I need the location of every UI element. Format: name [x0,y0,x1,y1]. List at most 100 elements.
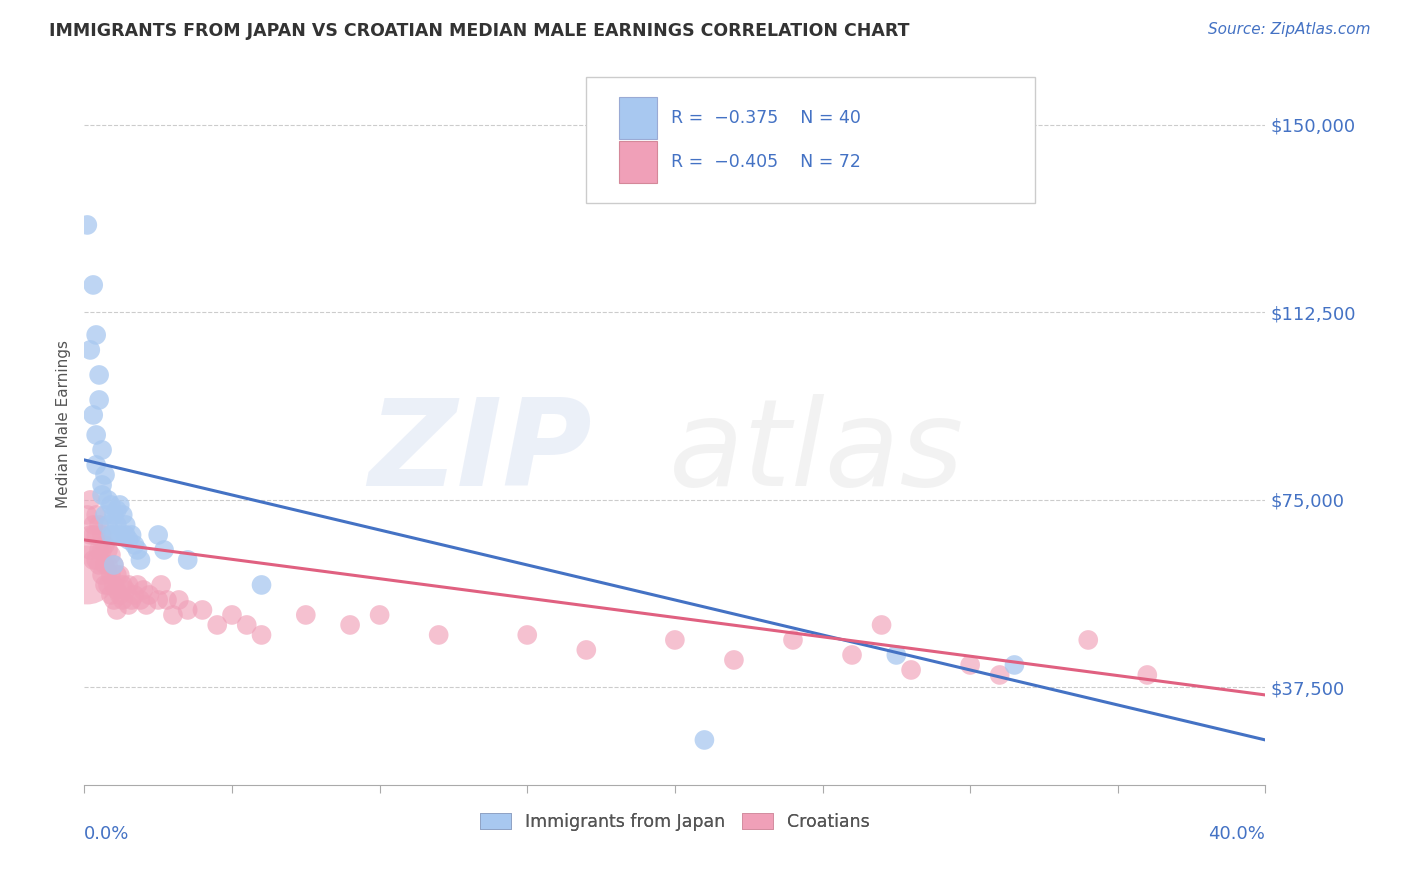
Point [129,553,152,567]
Point [575,643,598,657]
Point [87,392,111,407]
Point [97,558,120,572]
Point [76,568,98,582]
Point [988,668,1011,682]
Point [150,578,173,592]
Point [250,628,273,642]
Point [105,518,128,533]
Point [82,277,104,292]
Point [84,458,107,472]
Point [82,408,104,422]
Point [108,568,131,582]
Point [79,543,101,558]
Point [1004,657,1026,672]
Point [103,578,125,592]
Point [84,428,107,442]
Point [886,648,908,662]
Point [79,528,101,542]
Point [105,603,128,617]
FancyBboxPatch shape [620,97,657,139]
Point [91,568,114,582]
Point [103,528,125,542]
Point [100,588,122,602]
Point [87,518,111,533]
Point [693,733,716,747]
Point [100,568,122,582]
Point [84,508,107,522]
Point [87,368,111,382]
Point [111,578,134,592]
Point [91,442,114,457]
Point [114,528,136,542]
Point [91,543,114,558]
Point [516,628,538,642]
Point [138,588,160,602]
Point [105,582,128,597]
Point [124,538,146,552]
Point [100,528,122,542]
Point [105,568,128,582]
Point [105,503,128,517]
Point [870,618,893,632]
Point [94,558,117,572]
Point [127,543,149,558]
Point [79,492,101,507]
Point [91,488,114,502]
Point [339,618,361,632]
Point [82,553,104,567]
Point [103,593,125,607]
Point [841,648,863,662]
Point [87,543,111,558]
Text: R =  −0.375    N = 40: R = −0.375 N = 40 [671,109,862,127]
Point [108,528,131,542]
Legend: Immigrants from Japan, Croatians: Immigrants from Japan, Croatians [472,805,877,838]
Text: atlas: atlas [669,394,965,511]
Point [156,593,179,607]
Point [91,528,114,542]
Point [723,653,745,667]
Point [108,588,131,602]
Point [84,328,107,343]
Point [94,467,117,482]
Point [177,603,200,617]
Point [1077,632,1099,647]
Point [94,508,117,522]
Text: ZIP: ZIP [368,394,592,511]
Point [132,582,155,597]
Point [167,593,190,607]
Point [135,598,157,612]
Point [177,553,200,567]
Point [129,593,152,607]
Text: 40.0%: 40.0% [1209,825,1265,843]
FancyBboxPatch shape [620,141,657,183]
Point [114,518,136,533]
Point [111,508,134,522]
Point [295,607,318,622]
Point [250,578,273,592]
Point [82,528,104,542]
Point [114,582,136,597]
Point [207,618,229,632]
Text: Source: ZipAtlas.com: Source: ZipAtlas.com [1208,22,1371,37]
Text: R =  −0.405    N = 72: R = −0.405 N = 72 [671,153,862,171]
Point [108,498,131,512]
Point [97,578,120,592]
Point [900,663,922,677]
Point [87,558,111,572]
Point [118,578,141,592]
Point [97,543,120,558]
Text: 0.0%: 0.0% [84,825,129,843]
Point [121,528,143,542]
Point [118,533,141,547]
Point [782,632,804,647]
Point [127,578,149,592]
FancyBboxPatch shape [586,77,1035,203]
Point [100,498,122,512]
Point [236,618,259,632]
Point [97,518,120,533]
Point [1136,668,1159,682]
Point [94,578,117,592]
Point [103,508,125,522]
Point [148,593,170,607]
Point [124,588,146,602]
